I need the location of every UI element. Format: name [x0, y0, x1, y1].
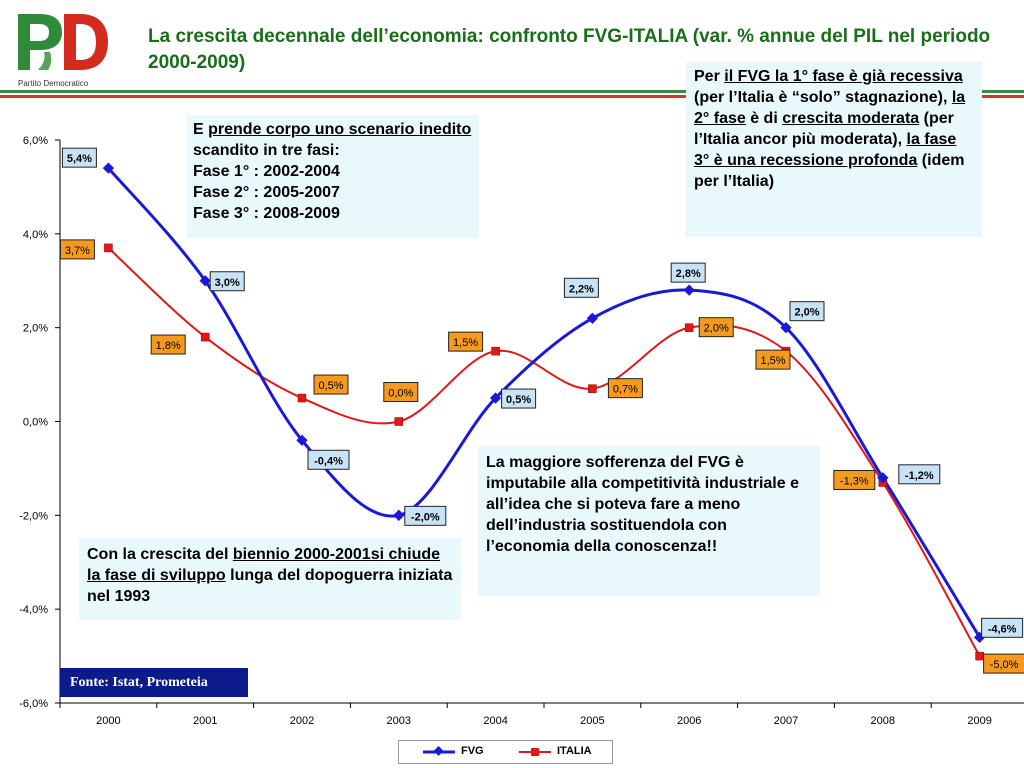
x-tick-label: 2002: [290, 715, 314, 727]
italia-data-label-box: [150, 334, 186, 355]
y-tick-label: -2,0%: [19, 510, 48, 522]
italia-data-label: 0,0%: [388, 388, 413, 400]
italia-data-label: 0,7%: [613, 384, 638, 396]
fvg-point: [296, 434, 308, 446]
fvg-data-label: 5,4%: [67, 153, 92, 165]
phase-1: Fase 1° : 2002-2004: [193, 163, 340, 180]
x-tick-label: 2001: [193, 715, 217, 727]
y-tick-label: -4,0%: [19, 604, 48, 616]
italia-point: [297, 393, 307, 403]
fvg-point: [393, 509, 405, 521]
fvg-point: [780, 322, 792, 334]
page-title: La crescita decennale dell’economia: con…: [148, 26, 991, 73]
note-phases: E prende corpo uno scenario inedito scan…: [187, 115, 479, 238]
y-tick-label: 6,0%: [23, 135, 48, 147]
fvg-data-label-box: [501, 388, 537, 409]
x-tick-label: 2009: [967, 715, 991, 727]
italia-data-label: 0,5%: [318, 380, 343, 392]
italia-point: [200, 332, 210, 342]
phase-2: Fase 2° : 2005-2007: [193, 184, 340, 201]
fvg-data-label-box: [404, 505, 447, 526]
note-fvg-phases: Per il FVG la 1° fase è già recessiva (p…: [686, 62, 982, 237]
chart-series: [107, 167, 981, 657]
italia-data-label: -1,3%: [840, 475, 869, 487]
legend-fvg-swatch-icon: [423, 745, 455, 756]
y-tick-label: -6,0%: [19, 698, 48, 710]
y-tick-label: 4,0%: [23, 229, 48, 241]
fvg-data-label-box: [670, 262, 706, 283]
italia-point: [394, 417, 404, 426]
party-logo: PD Partito Democratico: [8, 8, 118, 88]
legend-italia-label: ITALIA: [557, 745, 592, 757]
chart-axes: 6,0% 4,0% 2,0% 0,0% -2,0% -4,0% -6,0% 2000 2001 2…: [19, 135, 1024, 727]
note-sofferenza: La maggiore sofferenza del FVG è imputab…: [478, 446, 820, 596]
fvg-point: [199, 275, 211, 287]
chart-markers: [102, 162, 986, 661]
legend-italia-swatch-icon: [519, 748, 551, 756]
legend-italia: ITALIA: [517, 744, 612, 760]
fvg-point: [586, 312, 599, 324]
italia-point: [491, 346, 500, 356]
italia-point: [684, 323, 694, 332]
fvg-data-label: 3,0%: [215, 277, 240, 289]
x-tick-label: 2003: [387, 715, 411, 727]
italia-data-label: 3,7%: [65, 245, 90, 257]
fvg-data-label-box: [789, 301, 825, 322]
y-tick-label: 2,0%: [23, 323, 48, 335]
fvg-data-label-box: [898, 464, 941, 485]
fvg-data-label: -1,2%: [905, 470, 934, 482]
italia-data-label-box: [607, 378, 643, 399]
series-line-fvg: [107, 167, 981, 639]
fvg-point: [489, 392, 502, 404]
italia-data-label-box: [59, 239, 95, 260]
legend-fvg-label: FVG: [461, 745, 484, 757]
fvg-point: [683, 284, 695, 296]
fvg-data-label: 2,8%: [676, 268, 701, 280]
pd-logo-icon: PD: [18, 14, 108, 70]
note-biennio: Con la crescita del biennio 2000-2001si …: [79, 538, 461, 620]
fvg-data-label: -2,0%: [411, 511, 440, 523]
italia-point: [975, 651, 984, 661]
fvg-data-label: 2,0%: [794, 307, 819, 319]
header-divider: [0, 90, 1024, 100]
x-tick-label: 2005: [580, 715, 604, 727]
x-tick-label: 2007: [774, 715, 798, 727]
italia-data-label-box: [698, 317, 734, 338]
fvg-data-label-box: [61, 147, 97, 168]
fvg-data-label-box: [209, 271, 245, 292]
italia-data-label-box: [755, 349, 791, 370]
source-note: Fonte: Istat, Prometeia: [60, 668, 248, 697]
fvg-data-label-box: [981, 617, 1024, 638]
italia-data-label: 1,5%: [760, 355, 785, 367]
italia-data-label: 1,5%: [453, 337, 478, 349]
legend-fvg: FVG: [421, 744, 511, 760]
italia-data-label: 1,8%: [156, 340, 181, 352]
x-tick-label: 2006: [677, 715, 701, 727]
fvg-data-label-box: [563, 277, 599, 298]
italia-point: [104, 243, 113, 253]
x-tick-label: 2008: [871, 715, 895, 727]
fvg-data-label: 0,5%: [506, 394, 531, 406]
italia-point: [588, 384, 597, 393]
fvg-point: [877, 472, 889, 484]
logo-tagline: Partito Democratico: [18, 79, 89, 88]
fvg-data-label: -4,6%: [988, 623, 1017, 635]
italia-data-label-box: [313, 374, 349, 395]
fvg-data-label: -0,4%: [314, 455, 343, 467]
italia-data-label: -5,0%: [990, 659, 1019, 671]
italia-data-label-box: [983, 653, 1024, 674]
x-tick-label: 2000: [96, 715, 120, 727]
x-tick-label: 2004: [483, 715, 507, 727]
fvg-data-label: 2,2%: [569, 283, 594, 295]
chart-legend: FVG ITALIA: [398, 740, 613, 764]
phase-3: Fase 3° : 2008-2009: [193, 205, 340, 222]
fvg-data-label-box: [307, 449, 350, 470]
italia-data-label-box: [383, 382, 419, 402]
y-tick-label: 0,0%: [23, 417, 48, 429]
chart-data-labels: 3,7% 1,8% 0,5% 0,0% 1,5% 0,7% 2,0% 1,5% -1,3% -5,…: [59, 147, 1024, 674]
italia-data-label: 2,0%: [704, 323, 729, 335]
italia-data-label-box: [833, 469, 876, 490]
italia-data-label-box: [448, 331, 484, 352]
